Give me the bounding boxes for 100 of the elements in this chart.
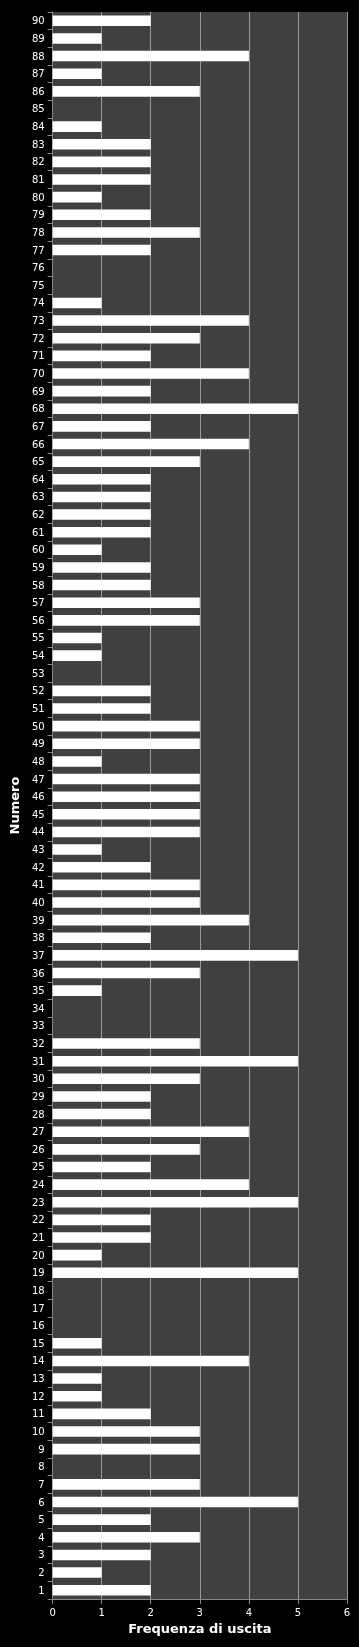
bar [52, 544, 102, 556]
bar [52, 967, 200, 979]
x-tick-label: 3 [196, 1606, 203, 1618]
bar [52, 174, 151, 185]
bar [52, 509, 151, 520]
y-tick-label: 51 [31, 703, 45, 715]
y-tick-label: 53 [31, 667, 45, 679]
bar [52, 191, 102, 203]
y-tick-label: 11 [31, 1408, 45, 1420]
y-tick-label: 15 [31, 1337, 45, 1349]
y-tick-label: 43 [31, 844, 45, 856]
bar [52, 227, 200, 238]
y-tick-label: 16 [31, 1320, 45, 1332]
bar [52, 914, 249, 926]
x-tick-label: 6 [343, 1606, 351, 1618]
y-tick-label: 29 [31, 1090, 45, 1102]
y-tick-label: 23 [31, 1196, 45, 1208]
y-tick-label: 39 [31, 914, 45, 926]
y-tick-label: 18 [31, 1284, 45, 1296]
bar [52, 1408, 151, 1420]
bar [52, 650, 102, 661]
bar [52, 632, 102, 644]
y-tick-label: 44 [31, 826, 45, 838]
y-tick-label: 34 [31, 1002, 45, 1014]
y-tick-label: 71 [31, 350, 45, 362]
y-tick-label: 75 [31, 279, 45, 291]
bar [52, 809, 200, 820]
y-tick-label: 5 [38, 1514, 45, 1526]
bar [52, 844, 102, 855]
x-tick-label: 1 [98, 1606, 105, 1618]
y-tick-label: 24 [31, 1179, 45, 1191]
y-tick-label: 28 [31, 1108, 45, 1120]
y-tick-label: 63 [31, 491, 45, 503]
y-tick-label: 49 [31, 738, 45, 750]
y-axis-title: Numero [7, 776, 22, 835]
bar [52, 579, 151, 591]
y-tick-label: 40 [31, 896, 45, 908]
bar [52, 33, 102, 44]
bar [52, 244, 151, 256]
y-tick-label: 12 [31, 1390, 45, 1402]
y-tick-label: 69 [31, 385, 45, 397]
bar [52, 156, 151, 168]
y-tick-label: 19 [31, 1267, 45, 1279]
bar [52, 597, 200, 609]
bar [52, 897, 200, 908]
bar [52, 562, 151, 573]
bar [52, 1144, 200, 1155]
bar [52, 15, 151, 27]
bar [52, 1549, 151, 1561]
y-tick-label: 32 [31, 1038, 45, 1050]
y-tick-label: 82 [31, 156, 45, 168]
y-tick-label: 30 [31, 1073, 45, 1085]
bar [52, 615, 200, 626]
bar [52, 1055, 298, 1067]
y-tick-label: 2 [38, 1567, 45, 1579]
y-tick-label: 27 [31, 1126, 45, 1138]
y-tick-label: 76 [31, 262, 45, 274]
bar [52, 756, 102, 767]
y-tick-label: 88 [31, 50, 45, 62]
y-tick-label: 4 [38, 1531, 45, 1543]
y-tick-label: 81 [31, 174, 45, 186]
bar [52, 950, 298, 961]
bar [52, 1567, 102, 1578]
bar [52, 1426, 200, 1437]
bar [52, 1126, 249, 1138]
bar [52, 703, 151, 714]
bar [52, 1584, 151, 1596]
y-tick-label: 9 [38, 1443, 45, 1455]
y-tick-label: 50 [31, 720, 45, 732]
y-tick-label: 87 [31, 68, 45, 80]
bar [52, 879, 200, 891]
bar [52, 456, 200, 467]
bar [52, 350, 151, 362]
x-axis-title: Frequenza di uscita [128, 1620, 272, 1636]
bar [52, 1232, 151, 1243]
y-tick-label: 66 [31, 438, 45, 450]
y-tick-label: 77 [31, 244, 45, 256]
y-tick-label: 6 [38, 1496, 45, 1508]
y-tick-label: 31 [31, 1055, 45, 1067]
x-tick-label: 2 [147, 1606, 154, 1618]
bar [52, 491, 151, 503]
bar [52, 1390, 102, 1402]
bar [52, 1179, 249, 1190]
bar [52, 1091, 151, 1102]
bar [52, 332, 200, 344]
y-tick-label: 90 [31, 15, 45, 27]
y-tick-label: 59 [31, 561, 45, 573]
bar [52, 685, 151, 697]
y-tick-label: 33 [31, 1020, 45, 1032]
y-tick-label: 79 [31, 209, 45, 221]
bar [52, 1479, 200, 1490]
y-tick-label: 74 [31, 297, 45, 309]
bar [52, 121, 102, 132]
y-tick-label: 20 [31, 1249, 45, 1261]
bar [52, 738, 200, 750]
y-tick-label: 48 [31, 755, 45, 767]
bar [52, 403, 298, 415]
bar [52, 1161, 151, 1173]
bar [52, 50, 249, 62]
y-tick-label: 36 [31, 967, 45, 979]
